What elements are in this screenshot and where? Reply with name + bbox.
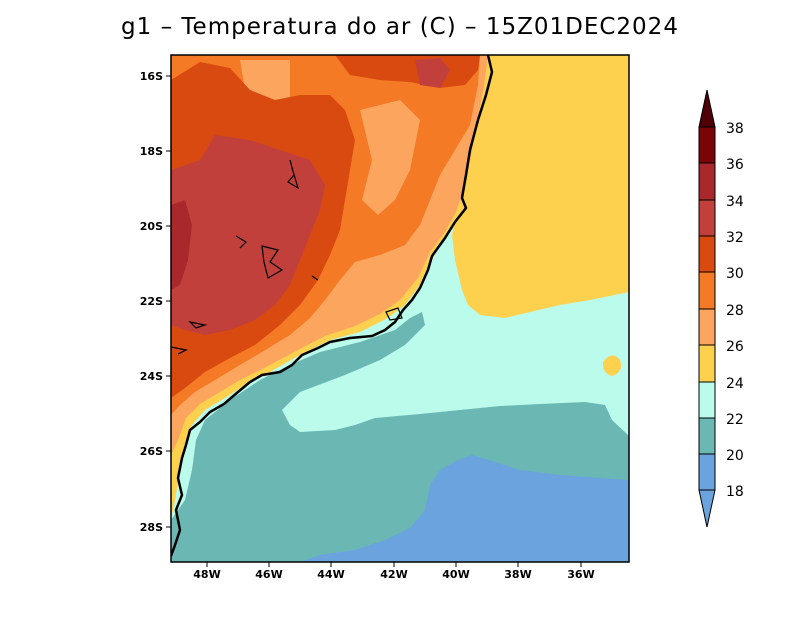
map-frame <box>170 54 630 563</box>
colorbar-box-34-36 <box>698 162 716 201</box>
field-24-26-ocean <box>452 55 629 318</box>
colorbar-low-arrow <box>698 489 716 528</box>
field-18-20 <box>300 455 629 562</box>
colorbar-label-22: 22 <box>726 412 744 428</box>
field-32-34 <box>171 135 325 335</box>
y-tick-18s: 18S <box>140 145 163 158</box>
colorbar-box-26-28 <box>698 308 716 346</box>
colorbar-label-36: 36 <box>726 157 744 173</box>
colorbar-box-30-32 <box>698 235 716 273</box>
x-tick-36w: 36W <box>567 568 594 581</box>
colorbar-label-28: 28 <box>726 303 744 319</box>
colorbar-high-arrow <box>698 89 716 128</box>
y-tick-22s: 22S <box>140 295 163 308</box>
terrain-contours <box>171 159 403 355</box>
colorbar-box-18-20 <box>698 453 716 491</box>
colorbar-label-34: 34 <box>726 194 744 210</box>
colorbar-box-36-38 <box>698 126 716 164</box>
colorbar-label-18: 18 <box>726 484 744 500</box>
colorbar-label-30: 30 <box>726 266 744 282</box>
colorbar-label-32: 32 <box>726 230 744 246</box>
colorbar-box-32-34 <box>698 199 716 237</box>
coastline <box>171 55 494 557</box>
x-tick-40w: 40W <box>442 568 469 581</box>
colorbar-label-38: 38 <box>726 121 744 137</box>
y-tick-16s: 16S <box>140 70 163 83</box>
patch-26-28-b <box>360 100 420 215</box>
field-34-36 <box>171 200 192 290</box>
colorbar-label-26: 26 <box>726 339 744 355</box>
x-tick-42w: 42W <box>380 568 407 581</box>
y-tick-28s: 28S <box>140 521 163 534</box>
warm-patch <box>602 355 621 376</box>
y-tick-20s: 20S <box>140 220 163 233</box>
x-tick-44w: 44W <box>317 568 344 581</box>
x-tick-46w: 46W <box>255 568 282 581</box>
colorbar-label-20: 20 <box>726 448 744 464</box>
x-tick-48w: 48W <box>193 568 220 581</box>
colorbar-box-20-22 <box>698 417 716 455</box>
colorbar-label-24: 24 <box>726 376 744 392</box>
page-title: g1 – Temperatura do ar (C) – 15Z01DEC202… <box>121 14 679 40</box>
temperature-field <box>171 55 629 562</box>
axis-ticks <box>166 75 582 567</box>
colorbar-box-24-26 <box>698 344 716 383</box>
y-tick-24s: 24S <box>140 370 163 383</box>
x-tick-38w: 38W <box>504 568 531 581</box>
colorbar <box>698 89 716 528</box>
colorbar-box-22-24 <box>698 381 716 419</box>
y-tick-26s: 26S <box>140 445 163 458</box>
patch-32-34-north <box>415 58 450 88</box>
colorbar-box-28-30 <box>698 271 716 310</box>
